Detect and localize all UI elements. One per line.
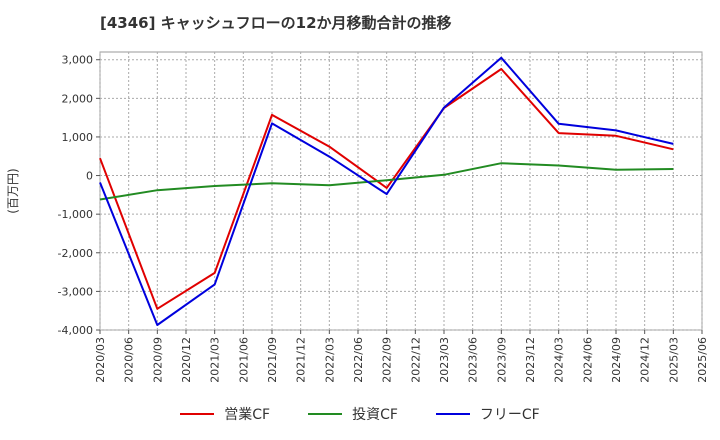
legend-item: フリーCF <box>435 404 540 424</box>
y-axis-label: (百万円) <box>6 168 20 213</box>
x-tick-label: 2024/06 <box>581 337 594 383</box>
x-tick-label: 2024/12 <box>639 337 652 383</box>
x-tick-label: 2025/03 <box>667 337 680 383</box>
series-layer <box>99 56 674 326</box>
x-tick-label: 2025/06 <box>696 337 709 383</box>
legend-label: 投資CF <box>352 407 398 423</box>
x-tick-label: 2023/03 <box>438 337 451 383</box>
legend-item: 投資CF <box>308 404 398 424</box>
x-tick-label: 2020/03 <box>94 337 107 383</box>
legend-swatch <box>435 413 470 415</box>
x-tick-label: 2023/06 <box>467 337 480 383</box>
y-tick-label: 0 <box>86 170 93 183</box>
y-tick-label: 3,000 <box>62 54 94 67</box>
y-tick-label: 2,000 <box>62 92 94 105</box>
x-tick-label: 2022/06 <box>352 337 365 383</box>
x-tick-label: 2023/12 <box>524 337 537 383</box>
x-tick-label: 2021/06 <box>237 337 250 383</box>
series-line-営業CF <box>99 68 674 310</box>
x-tick-label: 2021/03 <box>209 337 222 383</box>
y-tick-label: 1,000 <box>62 131 94 144</box>
y-tick-label: -1,000 <box>58 208 93 221</box>
series-line-投資CF <box>99 162 674 201</box>
y-tick-label: -4,000 <box>58 324 93 337</box>
legend: 営業CF 投資CF フリーCF <box>0 404 720 424</box>
y-tick-label: -3,000 <box>58 285 93 298</box>
chart-title: [4346] キャッシュフローの12か月移動合計の推移 <box>100 14 452 32</box>
x-tick-label: 2021/09 <box>266 337 279 383</box>
legend-swatch <box>308 413 343 415</box>
x-axis: 2020/03 2020/06 2020/09 2020/12 2021/03 2021/… <box>94 330 709 383</box>
x-tick-label: 2020/09 <box>151 337 164 383</box>
x-tick-label: 2020/06 <box>123 337 136 383</box>
y-axis: 3,000 2,000 1,000 0 -1,000 -2,000 -3,000 -4,000 <box>58 54 100 337</box>
x-tick-label: 2024/03 <box>553 337 566 383</box>
legend-label: フリーCF <box>479 407 540 423</box>
x-tick-label: 2021/12 <box>295 337 308 383</box>
x-tick-label: 2023/09 <box>495 337 508 383</box>
series-line-フリーCF <box>99 56 674 326</box>
x-tick-label: 2022/03 <box>323 337 336 383</box>
x-tick-label: 2020/12 <box>180 337 193 383</box>
legend-item: 営業CF <box>180 404 270 424</box>
y-tick-label: -2,000 <box>58 247 93 260</box>
legend-label: 営業CF <box>224 407 271 423</box>
legend-swatch <box>180 413 215 415</box>
x-tick-label: 2022/12 <box>409 337 422 383</box>
grid-layer <box>99 52 703 331</box>
x-tick-label: 2022/09 <box>381 337 394 383</box>
x-tick-label: 2024/09 <box>610 337 623 383</box>
